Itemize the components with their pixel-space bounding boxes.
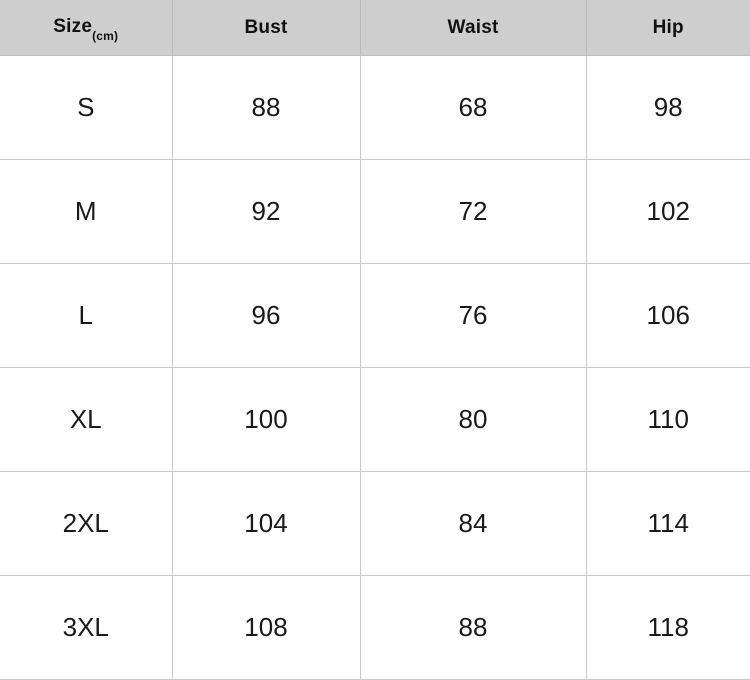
cell-hip: 102	[586, 159, 750, 264]
column-header-size: Size(cm)	[0, 0, 173, 56]
column-header-bust: Bust	[172, 0, 361, 56]
column-header-size-label: Size	[53, 15, 93, 37]
cell-bust: 88	[172, 55, 361, 160]
cell-size: 2XL	[0, 471, 173, 576]
column-header-bust-label: Bust	[244, 16, 288, 38]
cell-size: XL	[0, 367, 173, 472]
cell-hip: 106	[586, 263, 750, 368]
column-header-waist: Waist	[360, 0, 587, 56]
cell-hip: 110	[586, 367, 750, 472]
table-header: Size(cm) Bust Waist Hip	[0, 0, 750, 56]
table-row: 3XL 108 88 118	[0, 575, 750, 680]
column-header-waist-label: Waist	[447, 16, 499, 38]
cell-hip: 114	[586, 471, 750, 576]
cell-hip: 118	[586, 575, 750, 680]
cell-bust: 92	[172, 159, 361, 264]
cell-size: M	[0, 159, 173, 264]
cell-size: S	[0, 55, 173, 160]
table-row: 2XL 104 84 114	[0, 471, 750, 576]
cell-bust: 104	[172, 471, 361, 576]
cell-waist: 68	[360, 55, 587, 160]
column-header-hip-label: Hip	[652, 16, 684, 38]
cell-bust: 100	[172, 367, 361, 472]
cell-waist: 76	[360, 263, 587, 368]
cell-waist: 88	[360, 575, 587, 680]
column-header-size-unit: (cm)	[92, 29, 119, 44]
table-row: L 96 76 106	[0, 263, 750, 368]
table-body: S 88 68 98 M 92 72 102 L 96 76 106 XL 10…	[0, 55, 750, 680]
header-row: Size(cm) Bust Waist Hip	[0, 0, 750, 56]
cell-waist: 84	[360, 471, 587, 576]
cell-bust: 96	[172, 263, 361, 368]
cell-size: 3XL	[0, 575, 173, 680]
cell-bust: 108	[172, 575, 361, 680]
table-row: M 92 72 102	[0, 159, 750, 264]
cell-size: L	[0, 263, 173, 368]
cell-waist: 72	[360, 159, 587, 264]
column-header-hip: Hip	[586, 0, 750, 56]
cell-hip: 98	[586, 55, 750, 160]
table-row: S 88 68 98	[0, 55, 750, 160]
table-row: XL 100 80 110	[0, 367, 750, 472]
cell-waist: 80	[360, 367, 587, 472]
